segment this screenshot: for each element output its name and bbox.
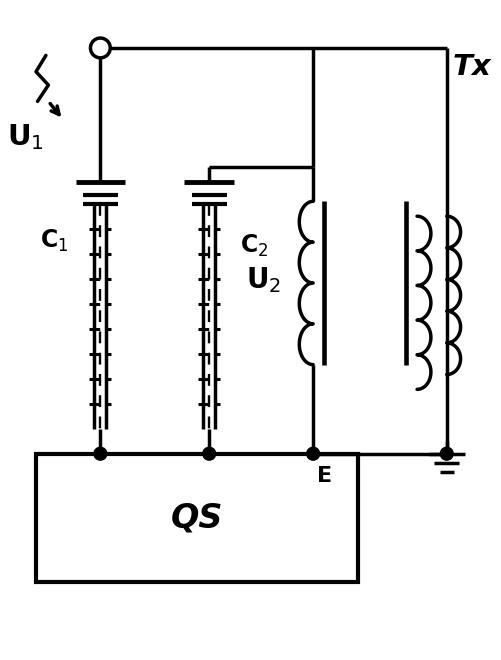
Circle shape: [439, 447, 452, 460]
Circle shape: [306, 447, 319, 460]
Circle shape: [202, 447, 215, 460]
Text: QS: QS: [170, 502, 222, 535]
Circle shape: [90, 38, 110, 58]
Text: U$_1$: U$_1$: [8, 122, 44, 152]
Text: Tx: Tx: [452, 53, 490, 81]
Text: E: E: [317, 466, 332, 486]
Text: C$_2$: C$_2$: [239, 233, 268, 259]
Bar: [36, 453, 357, 582]
Circle shape: [94, 447, 107, 460]
Text: C$_1$: C$_1$: [40, 228, 68, 254]
Text: U$_2$: U$_2$: [245, 265, 281, 296]
